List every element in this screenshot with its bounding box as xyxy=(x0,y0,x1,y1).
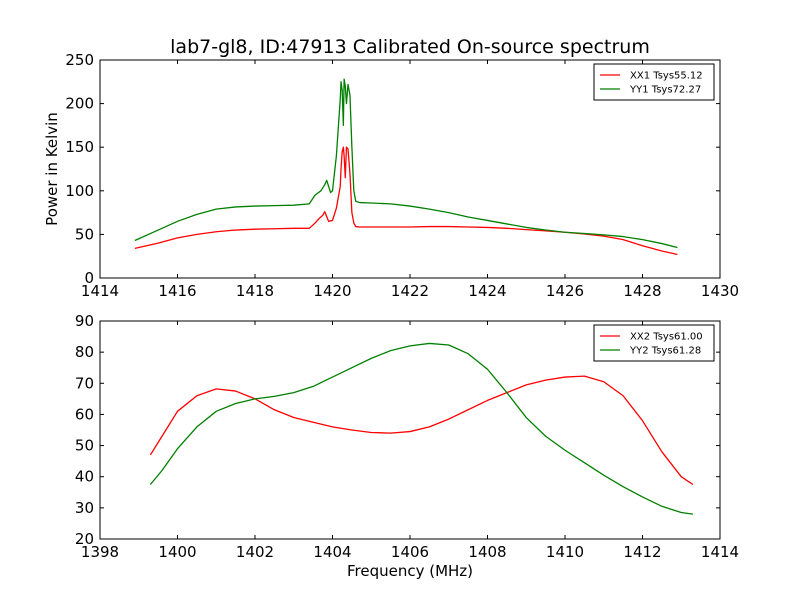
x-tick-label: 1412 xyxy=(623,543,661,561)
y-axis-label: Power in Kelvin xyxy=(43,112,61,226)
series-line-1 xyxy=(149,375,694,486)
x-tick-label: 1398 xyxy=(81,543,119,561)
x-tick-label: 1428 xyxy=(623,282,661,300)
y-tick-label: 250 xyxy=(65,51,94,69)
y-tick-label: 30 xyxy=(75,499,94,517)
legend-label-2: YY1 Tsys72.27 xyxy=(629,85,701,96)
series-line-1 xyxy=(134,146,678,256)
y-tick-label: 200 xyxy=(65,95,94,113)
x-tick-label: 1426 xyxy=(546,282,584,300)
x-tick-label: 1406 xyxy=(391,543,429,561)
y-tick-label: 20 xyxy=(75,530,94,548)
x-tick-label: 1424 xyxy=(468,282,506,300)
y-tick-label: 60 xyxy=(75,405,94,423)
y-tick-label: 90 xyxy=(75,312,94,330)
x-tick-label: 1430 xyxy=(701,282,739,300)
x-tick-label: 1416 xyxy=(158,282,196,300)
x-tick-label: 1418 xyxy=(236,282,274,300)
legend-box xyxy=(593,63,715,101)
series-line-2 xyxy=(149,342,693,515)
bottom-plot: 1398 1400 1402 1404 1406 1408 1410 1412 1414 20 30… xyxy=(75,312,739,580)
top-plot: 1414 1416 1418 1420 1422 1424 1426 1428 1430 0 50 1… xyxy=(43,51,739,300)
y-tick-label: 150 xyxy=(65,138,94,156)
legend-box xyxy=(593,324,715,362)
x-tick-label: 1410 xyxy=(546,543,584,561)
y-tick-label: 70 xyxy=(75,374,94,392)
series-line-2 xyxy=(134,78,678,249)
x-tick-label: 1414 xyxy=(81,282,119,300)
x-tick-label: 1404 xyxy=(313,543,351,561)
y-tick-label: 40 xyxy=(75,468,94,486)
x-tick-label: 1422 xyxy=(391,282,429,300)
x-axis-label: Frequency (MHz) xyxy=(347,562,473,580)
legend-label-1: XX1 Tsys55.12 xyxy=(630,71,703,82)
y-tick-label: 100 xyxy=(65,182,94,200)
x-tick-label: 1414 xyxy=(701,543,739,561)
x-tick-label: 1400 xyxy=(158,543,196,561)
x-tick-label: 1420 xyxy=(313,282,351,300)
y-tick-label: 0 xyxy=(84,269,94,287)
legend-label-2: YY2 Tsys61.28 xyxy=(629,346,701,357)
chart-title: lab7-gl8, ID:47913 Calibrated On-source … xyxy=(170,36,650,58)
x-tick-label: 1402 xyxy=(236,543,274,561)
x-tick-label: 1408 xyxy=(468,543,506,561)
legend-label-1: XX2 Tsys61.00 xyxy=(630,332,703,343)
y-tick-label: 50 xyxy=(75,437,94,455)
y-tick-label: 50 xyxy=(75,225,94,243)
y-tick-label: 80 xyxy=(75,343,94,361)
